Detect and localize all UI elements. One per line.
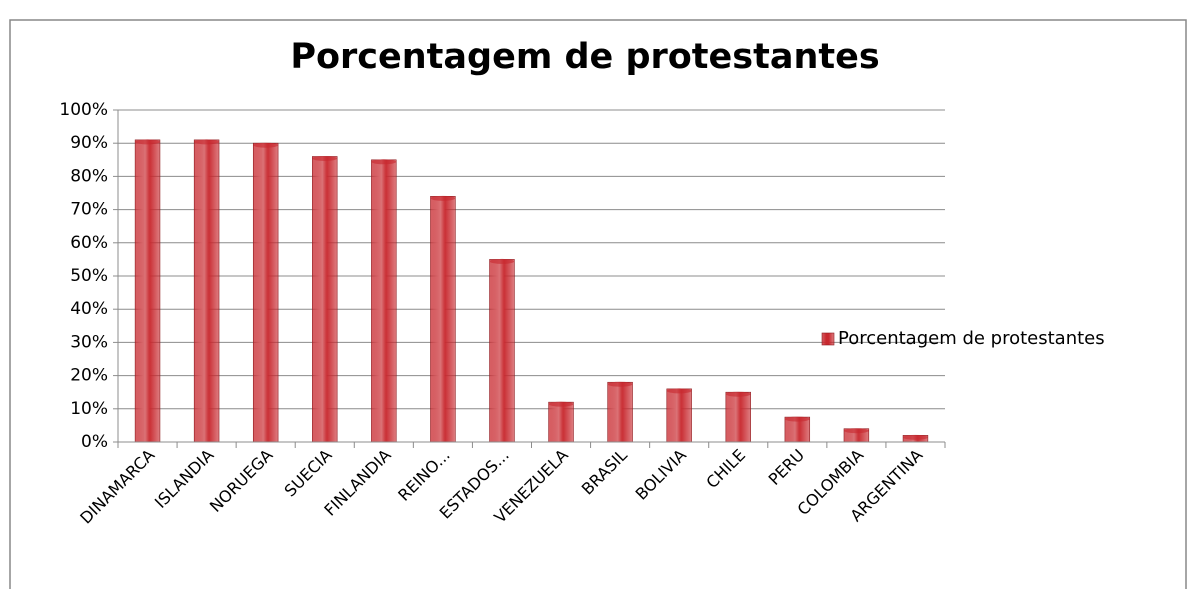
bar-cap xyxy=(666,388,692,394)
bar-highlight xyxy=(371,159,397,443)
y-tick-label: 90% xyxy=(70,133,108,153)
bar-cap xyxy=(548,401,574,407)
bar-cap xyxy=(843,428,869,434)
bar-cap xyxy=(194,139,220,145)
bar-group xyxy=(607,381,633,443)
bar-group xyxy=(134,139,161,443)
bar-highlight xyxy=(666,388,692,442)
bar-cap xyxy=(725,391,751,397)
bar-group xyxy=(784,416,811,443)
bar-cap xyxy=(430,195,456,201)
bar-group xyxy=(843,428,870,443)
bar-highlight xyxy=(607,382,633,442)
y-tick-label: 10% xyxy=(70,399,108,419)
bar-group xyxy=(902,434,929,443)
y-tick-label: 70% xyxy=(70,200,108,220)
bar-highlight xyxy=(194,139,220,442)
bar-highlight xyxy=(725,392,751,442)
bar-highlight xyxy=(135,139,160,442)
bar-group xyxy=(489,258,515,443)
legend-swatch xyxy=(821,332,835,346)
bar-group xyxy=(666,388,692,443)
y-tick-label: 20% xyxy=(70,366,108,386)
y-tick-label: 50% xyxy=(70,266,108,286)
bar-highlight xyxy=(430,196,456,442)
bar-cap xyxy=(312,155,338,161)
y-tick-label: 100% xyxy=(59,100,108,120)
bar-cap xyxy=(903,434,928,440)
bar-group xyxy=(725,391,751,443)
bar-cap xyxy=(784,416,810,422)
bar-cap xyxy=(135,139,160,145)
bar-cap xyxy=(607,381,633,387)
bar-cap xyxy=(253,142,279,148)
bar-highlight xyxy=(548,402,574,442)
bar-highlight xyxy=(253,143,279,442)
legend-label: Porcentagem de protestantes xyxy=(838,328,1105,349)
bar-group xyxy=(252,142,279,443)
y-tick-label: 60% xyxy=(70,233,108,253)
y-tick-label: 30% xyxy=(70,332,108,352)
bar-highlight xyxy=(489,259,515,442)
bar-group xyxy=(371,159,397,443)
bar-group xyxy=(548,401,574,443)
bar-group xyxy=(193,139,220,443)
y-tick-label: 0% xyxy=(81,432,108,452)
bar-cap xyxy=(489,258,515,264)
bar-cap xyxy=(371,159,397,165)
bar-group xyxy=(430,195,456,443)
bar-highlight xyxy=(312,156,338,443)
y-tick-label: 40% xyxy=(70,299,108,319)
chart-frame xyxy=(9,19,1187,589)
y-tick-label: 80% xyxy=(70,166,108,186)
bar-group xyxy=(312,155,338,443)
chart-title: Porcentagem de protestantes xyxy=(290,37,879,77)
